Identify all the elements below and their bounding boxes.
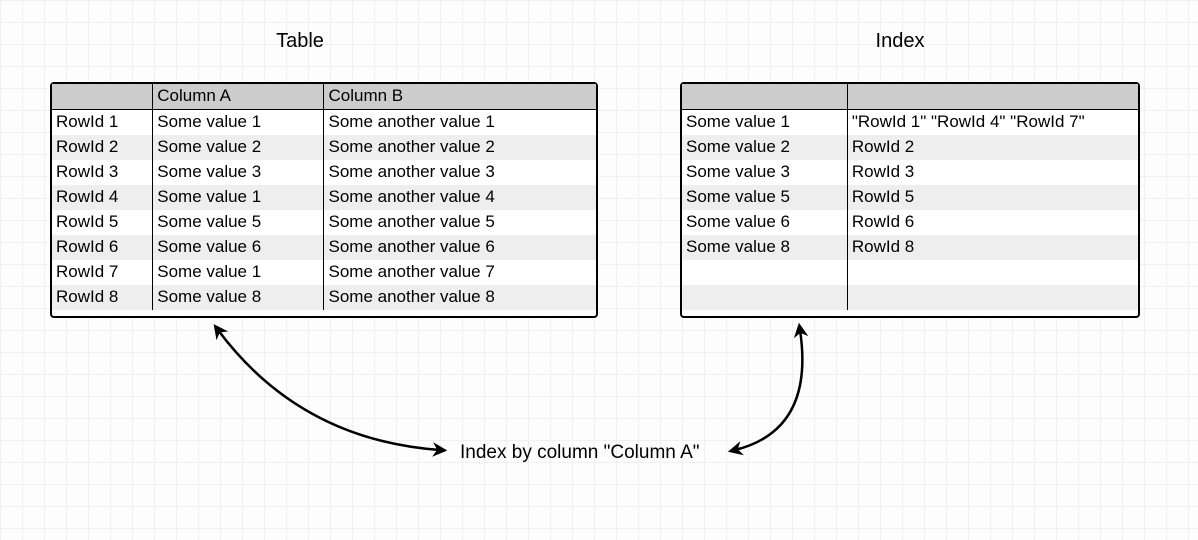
table-cell: Some value 1 bbox=[682, 109, 847, 135]
table-cell: Some another value 4 bbox=[324, 185, 596, 210]
table-cell bbox=[682, 285, 847, 310]
relationship-caption: Index by column "Column A" bbox=[460, 442, 700, 464]
table-cell: Some value 3 bbox=[153, 160, 324, 185]
table-cell: Some value 2 bbox=[682, 135, 847, 160]
right-title: Index bbox=[800, 30, 1000, 53]
table-cell: "RowId 1" "RowId 4" "RowId 7" bbox=[847, 109, 1138, 135]
table-row bbox=[682, 260, 1138, 285]
table-row: Some value 3RowId 3 bbox=[682, 160, 1138, 185]
table-row: Some value 1"RowId 1" "RowId 4" "RowId 7… bbox=[682, 109, 1138, 135]
table-row: RowId 3Some value 3Some another value 3 bbox=[52, 160, 596, 185]
table-row: RowId 2Some value 2Some another value 2 bbox=[52, 135, 596, 160]
column-header bbox=[52, 84, 153, 110]
table-cell: RowId 8 bbox=[52, 285, 153, 310]
table-cell: Some value 3 bbox=[682, 160, 847, 185]
table-cell: RowId 7 bbox=[52, 260, 153, 285]
table-cell: RowId 3 bbox=[847, 160, 1138, 185]
table-cell bbox=[847, 285, 1138, 310]
index-table: Some value 1"RowId 1" "RowId 4" "RowId 7… bbox=[682, 84, 1138, 310]
table-row: RowId 6Some value 6Some another value 6 bbox=[52, 235, 596, 260]
table-row: RowId 1Some value 1Some another value 1 bbox=[52, 110, 596, 136]
table-cell: Some value 2 bbox=[153, 135, 324, 160]
table-row: RowId 5Some value 5Some another value 5 bbox=[52, 210, 596, 235]
table-box-right: Some value 1"RowId 1" "RowId 4" "RowId 7… bbox=[680, 82, 1140, 318]
table-cell: Some another value 6 bbox=[324, 235, 596, 260]
table-cell: Some another value 5 bbox=[324, 210, 596, 235]
table-cell: RowId 5 bbox=[52, 210, 153, 235]
table-row: RowId 8Some value 8Some another value 8 bbox=[52, 285, 596, 310]
table-cell: RowId 1 bbox=[52, 110, 153, 136]
table-cell: RowId 6 bbox=[847, 210, 1138, 235]
table-cell: Some value 1 bbox=[153, 110, 324, 136]
table-cell: Some value 5 bbox=[153, 210, 324, 235]
arrow-left bbox=[218, 330, 440, 450]
table-row: Some value 5RowId 5 bbox=[682, 185, 1138, 210]
table-row: Some value 8RowId 8 bbox=[682, 235, 1138, 260]
table-cell: Some another value 7 bbox=[324, 260, 596, 285]
table-row: Some value 6RowId 6 bbox=[682, 210, 1138, 235]
table-cell: Some value 8 bbox=[682, 235, 847, 260]
column-header: Column B bbox=[324, 84, 596, 110]
table-cell: RowId 8 bbox=[847, 235, 1138, 260]
table-cell bbox=[682, 260, 847, 285]
table-cell: RowId 4 bbox=[52, 185, 153, 210]
table-cell: Some value 1 bbox=[153, 185, 324, 210]
arrow-right bbox=[735, 330, 802, 450]
table-cell: Some another value 1 bbox=[324, 110, 596, 136]
left-title: Table bbox=[200, 30, 400, 53]
table-cell: RowId 3 bbox=[52, 160, 153, 185]
column-header bbox=[847, 84, 1138, 109]
data-table: Column AColumn BRowId 1Some value 1Some … bbox=[52, 84, 596, 310]
table-box-left: Column AColumn BRowId 1Some value 1Some … bbox=[50, 82, 598, 318]
table-cell: Some another value 8 bbox=[324, 285, 596, 310]
table-cell: Some value 6 bbox=[682, 210, 847, 235]
table-cell: Some value 5 bbox=[682, 185, 847, 210]
table-row: RowId 4Some value 1Some another value 4 bbox=[52, 185, 596, 210]
table-cell: Some value 8 bbox=[153, 285, 324, 310]
table-row: RowId 7Some value 1Some another value 7 bbox=[52, 260, 596, 285]
table-cell: RowId 5 bbox=[847, 185, 1138, 210]
table-cell: RowId 2 bbox=[847, 135, 1138, 160]
table-cell: RowId 2 bbox=[52, 135, 153, 160]
column-header: Column A bbox=[153, 84, 324, 110]
table-cell: Some another value 2 bbox=[324, 135, 596, 160]
table-cell: RowId 6 bbox=[52, 235, 153, 260]
table-cell: Some another value 3 bbox=[324, 160, 596, 185]
table-cell: Some value 1 bbox=[153, 260, 324, 285]
table-cell: Some value 6 bbox=[153, 235, 324, 260]
table-row bbox=[682, 285, 1138, 310]
table-cell bbox=[847, 260, 1138, 285]
table-row: Some value 2RowId 2 bbox=[682, 135, 1138, 160]
column-header bbox=[682, 84, 847, 109]
